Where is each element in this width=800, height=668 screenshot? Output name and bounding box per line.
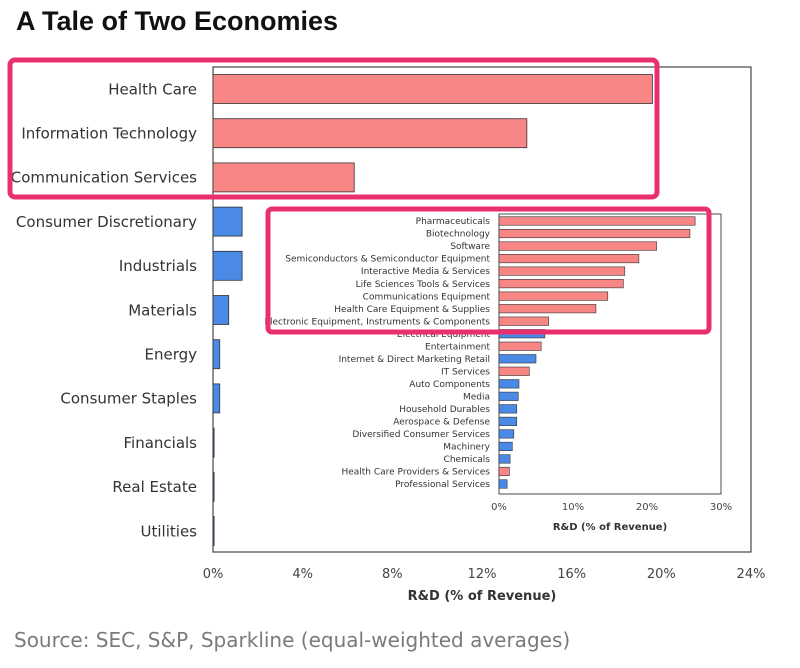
industry-x-tick: 0%: [491, 502, 507, 513]
sector-x-axis-label: R&D (% of Revenue): [408, 589, 557, 604]
sector-bars: [212, 74, 653, 546]
industry-label-electrical-equipment: Electrical Equipment: [397, 330, 491, 340]
sector-label-consumer-staples: Consumer Staples: [60, 390, 197, 408]
sector-label-communication-services: Communication Services: [11, 169, 197, 187]
sector-label-materials: Materials: [128, 301, 197, 319]
sector-bar-information-technology: [212, 118, 528, 149]
industry-bar-life-sciences-tools-services: [498, 279, 624, 289]
highlight-boxes: [7, 57, 712, 335]
sector-bar-real-estate: [212, 471, 215, 502]
sector-bar-consumer-discretionary: [212, 206, 243, 237]
sector-bar-industrials: [212, 250, 243, 281]
industry-bar-chemicals: [498, 454, 511, 464]
industry-label-interactive-media-services: Interactive Media & Services: [361, 267, 490, 277]
industry-label-machinery: Machinery: [443, 443, 490, 453]
sector-bar-consumer-staples: [212, 383, 221, 414]
industry-label-chemicals: Chemicals: [444, 455, 491, 465]
industry-bar-communications-equipment: [498, 291, 609, 301]
industry-bar-auto-components: [498, 379, 520, 389]
sector-label-industrials: Industrials: [119, 257, 197, 275]
sector-label-real-estate: Real Estate: [112, 478, 197, 496]
sector-x-tick-labels: 0% 4% 8% 12% 16% 20% 24%: [203, 567, 766, 582]
sector-label-energy: Energy: [144, 345, 197, 363]
industry-label-professional-services: Professional Services: [395, 480, 490, 490]
industry-bars: [498, 216, 696, 489]
sector-bar-financials: [212, 427, 215, 458]
sector-x-tick: 20%: [647, 567, 676, 582]
sector-category-labels: Health Care Information Technology Communi…: [11, 80, 197, 540]
industry-label-health-care-equipment-supplies: Health Care Equipment & Supplies: [334, 305, 490, 315]
industry-inset-chart: Pharmaceuticals Biotechnology Software Semi…: [264, 212, 732, 533]
industry-bar-household-durables: [498, 404, 518, 414]
sector-label-utilities: Utilities: [141, 522, 198, 540]
industry-label-health-care-providers-services: Health Care Providers & Services: [341, 468, 490, 478]
industry-bar-professional-services: [498, 479, 508, 489]
sector-x-tick: 12%: [468, 567, 497, 582]
sector-highlight-box: [7, 57, 660, 200]
source-note: Source: SEC, S&P, Sparkline (equal-weigh…: [14, 628, 571, 652]
sector-x-tick: 16%: [557, 567, 586, 582]
industry-bar-biotechnology: [498, 228, 691, 239]
industry-category-labels: Pharmaceuticals Biotechnology Software Semi…: [264, 217, 490, 490]
chart-title: A Tale of Two Economies: [16, 6, 339, 36]
industry-label-semiconductors-semiconductor-equipment: Semiconductors & Semiconductor Equipment: [285, 255, 490, 265]
industry-label-communications-equipment: Communications Equipment: [363, 292, 491, 302]
industry-inset-background: [272, 212, 724, 497]
sector-label-information-technology: Information Technology: [21, 124, 197, 142]
industry-bar-aerospace-defense: [498, 416, 518, 426]
industry-label-internet-direct-marketing-retail: Internet & Direct Marketing Retail: [339, 355, 490, 365]
industry-bar-pharmaceuticals: [498, 216, 696, 226]
industry-bar-health-care-providers-services: [498, 466, 510, 477]
sector-bar-utilities: [212, 516, 215, 546]
sector-bar-health-care: [212, 74, 653, 104]
industry-bar-software: [498, 241, 657, 251]
sector-x-tick: 8%: [382, 567, 403, 582]
industry-bar-entertainment: [498, 341, 542, 351]
sector-bar-materials: [212, 295, 230, 325]
industry-bar-internet-direct-marketing-retail: [498, 354, 537, 364]
industry-label-media: Media: [463, 392, 490, 402]
industry-label-biotechnology: Biotechnology: [426, 230, 491, 240]
sector-label-health-care: Health Care: [108, 80, 197, 98]
industry-bar-diversified-consumer-services: [498, 429, 515, 439]
industry-bar-media: [498, 391, 519, 401]
industry-x-tick: 20%: [636, 502, 658, 513]
sector-label-consumer-discretionary: Consumer Discretionary: [16, 213, 197, 231]
industry-label-it-services: IT Services: [441, 367, 490, 377]
industry-bar-health-care-equipment-supplies: [498, 304, 597, 314]
sector-bar-communication-services: [212, 162, 355, 193]
industry-label-pharmaceuticals: Pharmaceuticals: [416, 217, 491, 227]
industry-bar-machinery: [498, 441, 513, 451]
industry-x-tick: 30%: [710, 502, 732, 513]
industry-plot-frame: [498, 213, 722, 495]
industry-label-entertainment: Entertainment: [425, 342, 490, 352]
industry-bar-electronic-equipment-instruments-components: [498, 316, 549, 326]
industry-x-tick-labels: 0% 10% 20% 30%: [491, 502, 732, 513]
sector-x-tick: 24%: [737, 567, 766, 582]
sector-label-financials: Financials: [124, 434, 198, 452]
industry-bar-it-services: [498, 366, 530, 376]
industry-label-electronic-equipment-instruments-components: Electronic Equipment, Instruments & Comp…: [264, 317, 490, 327]
sector-x-tick: 0%: [203, 567, 224, 582]
industry-label-diversified-consumer-services: Diversified Consumer Services: [352, 430, 490, 440]
industry-x-tick: 10%: [562, 502, 584, 513]
sector-bar-energy: [212, 339, 221, 370]
industry-label-life-sciences-tools-services: Life Sciences Tools & Services: [356, 280, 491, 290]
sector-x-tick: 4%: [292, 567, 313, 582]
industry-bar-interactive-media-services: [498, 266, 626, 276]
industry-label-aerospace-defense: Aerospace & Defense: [393, 418, 490, 428]
industry-label-software: Software: [450, 242, 490, 252]
industry-x-axis-label: R&D (% of Revenue): [553, 522, 667, 533]
industry-label-household-durables: Household Durables: [399, 405, 490, 415]
sector-chart: Health Care Information Technology Communi…: [11, 66, 766, 604]
industry-label-auto-components: Auto Components: [409, 380, 490, 390]
industry-bar-semiconductors-semiconductor-equipment: [498, 254, 640, 264]
industry-highlight-box: [265, 206, 712, 335]
